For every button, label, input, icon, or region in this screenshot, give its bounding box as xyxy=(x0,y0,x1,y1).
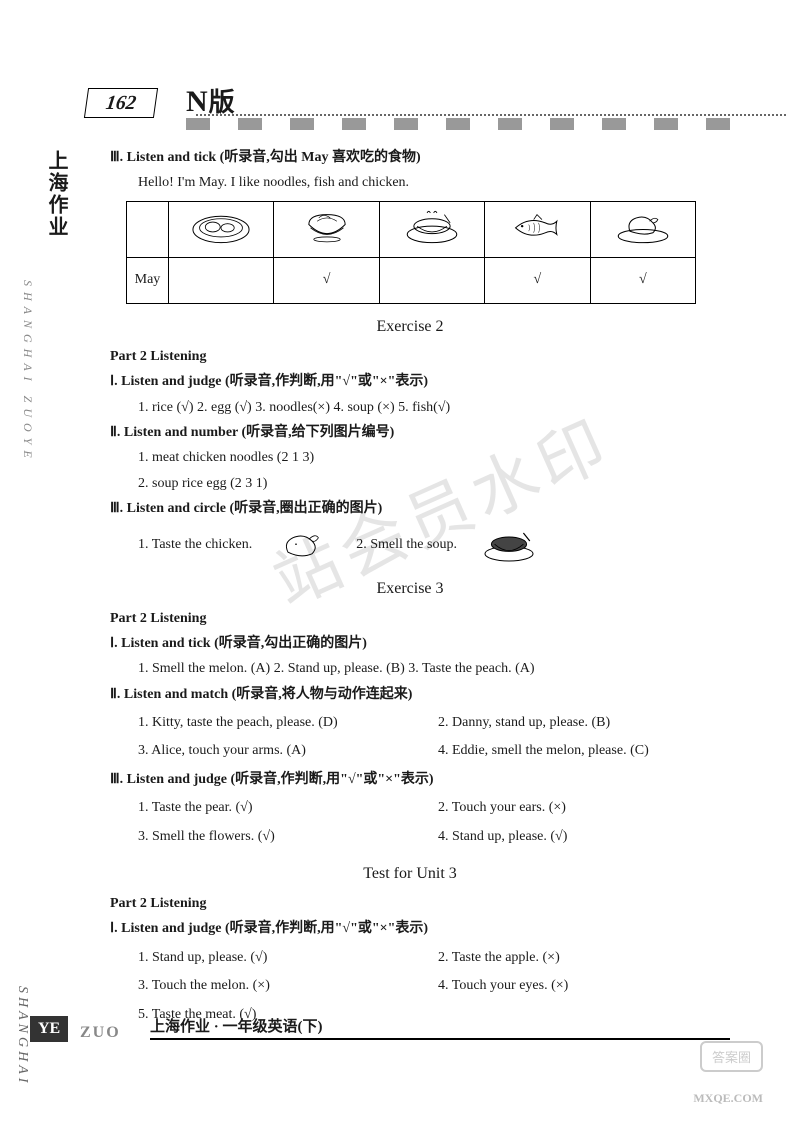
ex3-I-head: Ⅰ. Listen and tick (听录音,勾出正确的图片) xyxy=(110,633,710,655)
tu3-I-row2: 3. Touch the melon. (×) 4. Touch your ey… xyxy=(110,972,710,1000)
food-cell-4 xyxy=(485,201,590,257)
chicken-plate-icon xyxy=(610,206,676,248)
footer-title: 上海作业 · 一年级英语(下) xyxy=(150,1015,730,1040)
ex3-II-head: Ⅱ. Listen and match (听录音,将人物与动作连起来) xyxy=(110,684,710,706)
tu3-I-3: 3. Touch the melon. (×) xyxy=(138,975,438,997)
ex2-III-head: Ⅲ. Listen and circle (听录音,圈出正确的图片) xyxy=(110,498,710,520)
ex3-II-row2: 3. Alice, touch your arms. (A) 4. Eddie,… xyxy=(110,737,710,765)
ex3-III-row1: 1. Taste the pear. (√) 2. Touch your ear… xyxy=(110,794,710,822)
ex2-I-head: Ⅰ. Listen and judge (听录音,作判断,用"√"或"×"表示) xyxy=(110,371,710,393)
table-image-row xyxy=(127,201,696,257)
ex3-III-4: 4. Stand up, please. (√) xyxy=(438,826,567,848)
food-cell-2 xyxy=(274,201,379,257)
ex3-III-head: Ⅲ. Listen and judge (听录音,作判断,用"√"或"×"表示) xyxy=(110,769,710,791)
ex3-III-3: 3. Smell the flowers. (√) xyxy=(138,826,438,848)
check-5: √ xyxy=(590,257,695,303)
left-margin-chinese: 上海作业 xyxy=(42,150,71,238)
fish-icon xyxy=(504,206,570,248)
watermark-brand: 答案圈 xyxy=(700,1041,763,1072)
ex3-III-1: 1. Taste the pear. (√) xyxy=(138,797,438,819)
may-food-table: May √ √ √ xyxy=(126,201,696,304)
ex3-part: Part 2 Listening xyxy=(110,608,710,630)
footer-side-pinyin: SHANGHAI xyxy=(14,986,30,1086)
page-footer: SHANGHAI YE ZUO 上海作业 · 一年级英语(下) xyxy=(30,1002,730,1042)
watermark-site: MXQE.COM xyxy=(693,1091,763,1106)
check-3 xyxy=(379,257,484,303)
soup-bowl-icon xyxy=(399,206,465,248)
ex2-II-2: 2. soup rice egg (2 3 1) xyxy=(138,473,710,495)
test-unit3-title: Test for Unit 3 xyxy=(110,865,710,883)
chicken-icon xyxy=(272,524,336,566)
ex3-II-row1: 1. Kitty, taste the peach, please. (D) 2… xyxy=(110,709,710,737)
food-cell-1 xyxy=(168,201,273,257)
check-4: √ xyxy=(485,257,590,303)
footer-ye: YE xyxy=(30,1016,68,1042)
ex3-II-1: 1. Kitty, taste the peach, please. (D) xyxy=(138,712,438,734)
ex3-II-2: 2. Danny, stand up, please. (B) xyxy=(438,712,610,734)
ex2-I-items: 1. rice (√) 2. egg (√) 3. noodles(×) 4. … xyxy=(138,397,710,419)
row-label: May xyxy=(127,257,169,303)
footer-zuo: ZUO xyxy=(80,1024,121,1042)
soup-icon xyxy=(477,524,541,566)
header-dots xyxy=(196,114,786,116)
tu3-I-row1: 1. Stand up, please. (√) 2. Taste the ap… xyxy=(110,944,710,972)
ex2-III-row: 1. Taste the chicken. 2. Smell the soup. xyxy=(138,524,710,566)
tu3-I-head: Ⅰ. Listen and judge (听录音,作判断,用"√"或"×"表示) xyxy=(110,918,710,940)
noodles-bowl-icon xyxy=(294,206,360,248)
ex2-part: Part 2 Listening xyxy=(110,346,710,368)
ex2-II-head: Ⅱ. Listen and number (听录音,给下列图片编号) xyxy=(110,422,710,444)
food-cell-5 xyxy=(590,201,695,257)
sec3-heading: Ⅲ. Listen and tick (听录音,勾出 May 喜欢吃的食物) xyxy=(110,147,710,169)
header-squares xyxy=(186,118,730,130)
sec3-intro: Hello! I'm May. I like noodles, fish and… xyxy=(138,172,710,194)
check-2: √ xyxy=(274,257,379,303)
table-check-row: May √ √ √ xyxy=(127,257,696,303)
ex3-I-items: 1. Smell the melon. (A) 2. Stand up, ple… xyxy=(138,658,710,680)
tu3-part: Part 2 Listening xyxy=(110,893,710,915)
ex3-III-2: 2. Touch your ears. (×) xyxy=(438,797,566,819)
check-1 xyxy=(168,257,273,303)
exercise3-title: Exercise 3 xyxy=(110,580,710,598)
page-header: 162 NN版版 xyxy=(86,88,716,128)
plate-food-icon xyxy=(188,206,254,248)
ex2-III-1: 1. Taste the chicken. xyxy=(138,537,252,553)
ex3-II-4: 4. Eddie, smell the melon, please. (C) xyxy=(438,740,649,762)
food-cell-3 xyxy=(379,201,484,257)
tu3-I-4: 4. Touch your eyes. (×) xyxy=(438,975,568,997)
ex2-III-2: 2. Smell the soup. xyxy=(356,537,457,553)
main-content: Ⅲ. Listen and tick (听录音,勾出 May 喜欢吃的食物) H… xyxy=(110,144,710,1029)
ex2-II-1: 1. meat chicken noodles (2 1 3) xyxy=(138,447,710,469)
exercise2-title: Exercise 2 xyxy=(110,318,710,336)
ex3-II-3: 3. Alice, touch your arms. (A) xyxy=(138,740,438,762)
left-margin-pinyin: SHANGHAI ZUOYE xyxy=(20,280,35,560)
page-number: 162 xyxy=(84,88,158,118)
tu3-I-2: 2. Taste the apple. (×) xyxy=(438,947,560,969)
tu3-I-1: 1. Stand up, please. (√) xyxy=(138,947,438,969)
ex3-III-row2: 3. Smell the flowers. (√) 4. Stand up, p… xyxy=(110,823,710,851)
table-blank-head xyxy=(127,201,169,257)
